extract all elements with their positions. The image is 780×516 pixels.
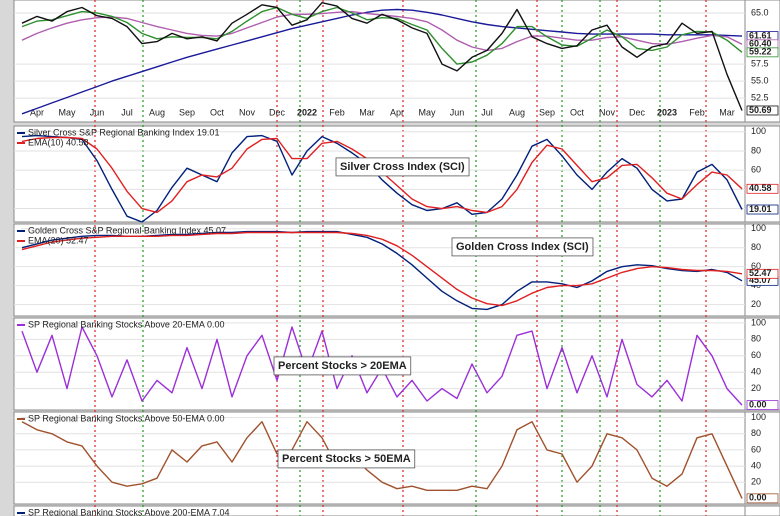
y-tick-label: 65.0 xyxy=(751,7,769,17)
x-tick-label: Apr xyxy=(390,107,404,117)
y-tick-label: 80 xyxy=(751,242,761,252)
last-value-label: 60.40 xyxy=(749,39,772,49)
legend-label: SP Regional Banking Stocks Above 50-EMA … xyxy=(28,413,224,423)
x-tick-label: Feb xyxy=(689,107,705,117)
last-value-label: 19.01 xyxy=(749,204,772,214)
axis-background xyxy=(744,505,780,516)
x-tick-label: Aug xyxy=(149,107,165,117)
x-tick-label: Jul xyxy=(121,107,133,117)
annotation-box xyxy=(273,356,412,376)
y-tick-label: 20 xyxy=(751,299,761,309)
x-tick-label: Jun xyxy=(90,107,105,117)
x-tick-label: Aug xyxy=(509,107,525,117)
last-value-label: 52.47 xyxy=(749,268,772,278)
x-tick-label: Mar xyxy=(719,107,735,117)
annotation: Percent Stocks > 50EMA xyxy=(277,449,416,469)
y-tick-label: 40 xyxy=(751,460,761,470)
last-value-label: 40.58 xyxy=(749,183,772,193)
x-tick-label: Oct xyxy=(570,107,585,117)
x-tick-label: Apr xyxy=(30,107,44,117)
legend-label: Silver Cross S&P Regional Banking Index … xyxy=(28,127,219,137)
last-value-box xyxy=(746,183,779,194)
series-line xyxy=(21,2,743,111)
series-line xyxy=(21,421,743,499)
y-tick-label: 80 xyxy=(751,145,761,155)
series-line xyxy=(21,6,743,65)
x-tick-label: Dec xyxy=(269,107,286,117)
y-tick-label: 60 xyxy=(751,350,761,360)
y-tick-label: 20 xyxy=(751,383,761,393)
x-tick-label: Dec xyxy=(629,107,646,117)
series-line xyxy=(21,134,743,223)
y-tick-label: 60 xyxy=(751,444,761,454)
last-value-label: 61.61 xyxy=(749,30,772,40)
y-tick-label: 20 xyxy=(751,477,761,487)
x-tick-label: Sep xyxy=(539,107,555,117)
axis-background xyxy=(744,317,780,411)
annotation-box xyxy=(277,449,416,469)
annotation-text: Percent Stocks > 20EMA xyxy=(278,360,407,372)
annotation: Percent Stocks > 20EMA xyxy=(273,356,412,376)
x-tick-label: Oct xyxy=(210,107,225,117)
legend-label: Golden Cross S&P Regional Banking Index … xyxy=(28,225,226,235)
last-value-box xyxy=(746,400,779,410)
series-line xyxy=(21,8,743,115)
x-tick-label: 2022 xyxy=(297,107,317,117)
series-line xyxy=(21,231,743,307)
last-value-label: 0.00 xyxy=(749,399,767,409)
last-value-box xyxy=(746,204,779,215)
y-tick-label: 100 xyxy=(751,317,766,327)
last-value-label: 59.22 xyxy=(749,47,772,57)
panel-background xyxy=(13,223,746,317)
legend-label: EMA(10) 40.58 xyxy=(28,137,89,147)
annotation-box xyxy=(335,157,470,177)
last-value-label: 0.00 xyxy=(749,493,767,503)
annotation: Golden Cross Index (SCI) xyxy=(451,237,594,257)
y-tick-label: 52.5 xyxy=(751,93,769,103)
annotation-text: Golden Cross Index (SCI) xyxy=(456,241,589,253)
x-tick-label: Jul xyxy=(481,107,493,117)
axis-background xyxy=(744,411,780,505)
annotation-box xyxy=(451,237,594,257)
y-tick-label: 100 xyxy=(751,412,766,422)
y-tick-label: 100 xyxy=(751,126,766,136)
last-value-box xyxy=(746,493,779,504)
last-value-label: 45.07 xyxy=(749,275,772,285)
y-tick-label: 57.5 xyxy=(751,58,769,68)
y-tick-label: 100 xyxy=(751,223,766,233)
annotation-text: Percent Stocks > 50EMA xyxy=(282,453,411,465)
x-tick-label: May xyxy=(418,107,436,117)
last-value-box xyxy=(746,105,779,116)
y-tick-label: 60 xyxy=(751,261,761,271)
legend-label: SP Regional Banking Stocks Above 200-EMA… xyxy=(28,507,229,516)
y-tick-label: 80 xyxy=(751,428,761,438)
y-tick-label: 40 xyxy=(751,367,761,377)
y-tick-label: 80 xyxy=(751,334,761,344)
y-tick-label: 55.0 xyxy=(751,75,769,85)
annotation-text: Silver Cross Index (SCI) xyxy=(340,161,465,173)
x-tick-label: Sep xyxy=(179,107,195,117)
legend-label: SP Regional Banking Stocks Above 20-EMA … xyxy=(28,319,224,329)
last-value-box xyxy=(746,47,779,58)
x-tick-label: Nov xyxy=(599,107,616,117)
x-tick-label: Mar xyxy=(359,107,375,117)
axis-background xyxy=(744,0,780,123)
x-tick-label: Nov xyxy=(239,107,256,117)
x-tick-label: 2023 xyxy=(657,107,677,117)
last-value-box xyxy=(746,268,779,279)
y-tick-label: 60 xyxy=(751,165,761,175)
x-tick-label: Jun xyxy=(450,107,465,117)
annotation: Silver Cross Index (SCI) xyxy=(335,157,470,177)
last-value-label: 50.69 xyxy=(749,105,772,115)
x-tick-label: Feb xyxy=(329,107,345,117)
legend-label: EMA(20) 52.47 xyxy=(28,235,89,245)
x-tick-label: May xyxy=(58,107,76,117)
